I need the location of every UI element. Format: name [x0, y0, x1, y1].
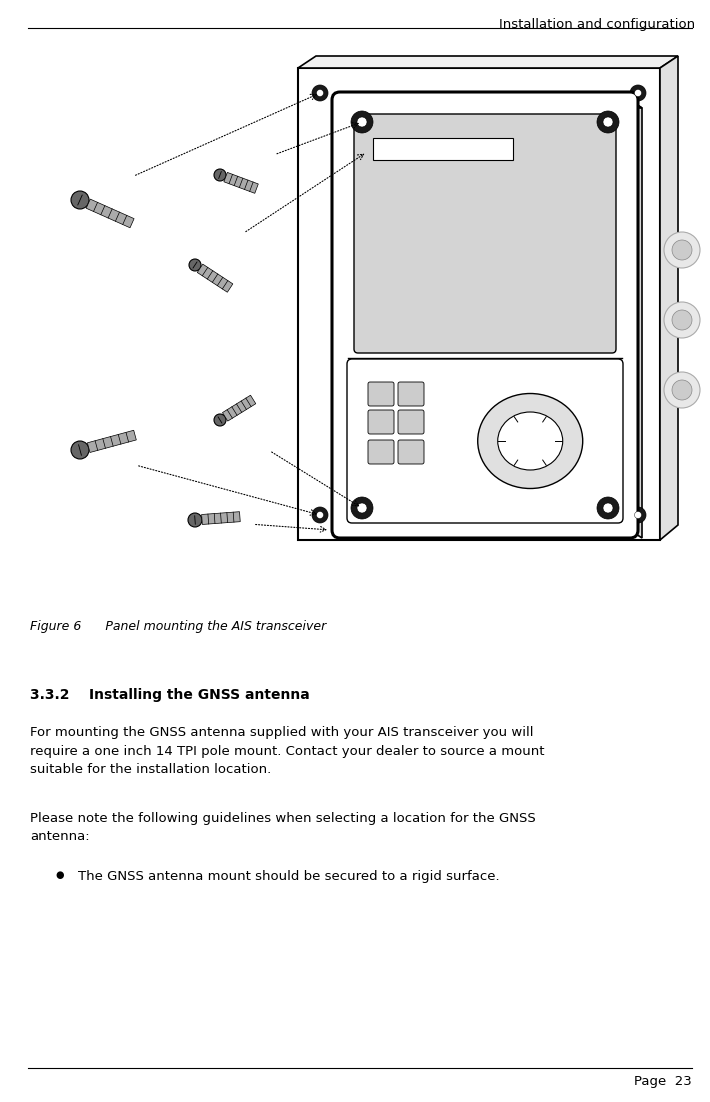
FancyBboxPatch shape: [368, 440, 394, 464]
Circle shape: [189, 259, 201, 271]
Circle shape: [672, 380, 692, 400]
Text: Installation and configuration: Installation and configuration: [499, 18, 695, 31]
Ellipse shape: [498, 412, 563, 469]
Polygon shape: [298, 56, 678, 68]
FancyBboxPatch shape: [398, 410, 424, 434]
Text: 3.3.2    Installing the GNSS antenna: 3.3.2 Installing the GNSS antenna: [30, 688, 310, 702]
Circle shape: [672, 310, 692, 329]
Circle shape: [317, 89, 324, 97]
Polygon shape: [86, 199, 134, 228]
Circle shape: [597, 111, 619, 133]
Polygon shape: [340, 100, 642, 108]
Circle shape: [351, 111, 373, 133]
Polygon shape: [222, 396, 256, 421]
FancyBboxPatch shape: [398, 382, 424, 406]
Circle shape: [597, 497, 619, 519]
FancyBboxPatch shape: [368, 410, 394, 434]
Polygon shape: [630, 100, 642, 538]
Circle shape: [71, 191, 89, 209]
Circle shape: [630, 85, 646, 101]
FancyBboxPatch shape: [368, 382, 394, 406]
Circle shape: [603, 503, 613, 514]
Text: The GNSS antenna mount should be secured to a rigid surface.: The GNSS antenna mount should be secured…: [78, 869, 500, 883]
FancyBboxPatch shape: [398, 440, 424, 464]
Text: Please note the following guidelines when selecting a location for the GNSS
ante: Please note the following guidelines whe…: [30, 812, 536, 843]
FancyBboxPatch shape: [354, 114, 616, 353]
Circle shape: [71, 441, 89, 460]
Circle shape: [357, 117, 367, 127]
Text: ●: ●: [55, 869, 63, 880]
Polygon shape: [660, 56, 678, 540]
Circle shape: [630, 507, 646, 523]
Circle shape: [357, 503, 367, 514]
Polygon shape: [87, 430, 136, 453]
Circle shape: [214, 414, 226, 426]
FancyBboxPatch shape: [332, 91, 638, 538]
Circle shape: [312, 507, 328, 523]
Polygon shape: [197, 264, 233, 292]
Text: For mounting the GNSS antenna supplied with your AIS transceiver you will
requir: For mounting the GNSS antenna supplied w…: [30, 726, 545, 776]
Circle shape: [664, 372, 700, 408]
Polygon shape: [224, 172, 258, 193]
Circle shape: [214, 169, 226, 181]
Circle shape: [635, 89, 642, 97]
Circle shape: [188, 514, 202, 527]
Text: Figure 6      Panel mounting the AIS transceiver: Figure 6 Panel mounting the AIS transcei…: [30, 620, 327, 633]
Circle shape: [664, 302, 700, 338]
FancyBboxPatch shape: [347, 359, 623, 523]
Bar: [373, 138, 513, 160]
Ellipse shape: [478, 393, 583, 488]
Circle shape: [672, 240, 692, 260]
Polygon shape: [202, 511, 240, 525]
Polygon shape: [298, 68, 660, 540]
Circle shape: [603, 117, 613, 127]
Circle shape: [635, 511, 642, 519]
Circle shape: [312, 85, 328, 101]
Circle shape: [317, 511, 324, 519]
Circle shape: [351, 497, 373, 519]
Text: Page  23: Page 23: [634, 1074, 692, 1088]
Circle shape: [664, 233, 700, 268]
